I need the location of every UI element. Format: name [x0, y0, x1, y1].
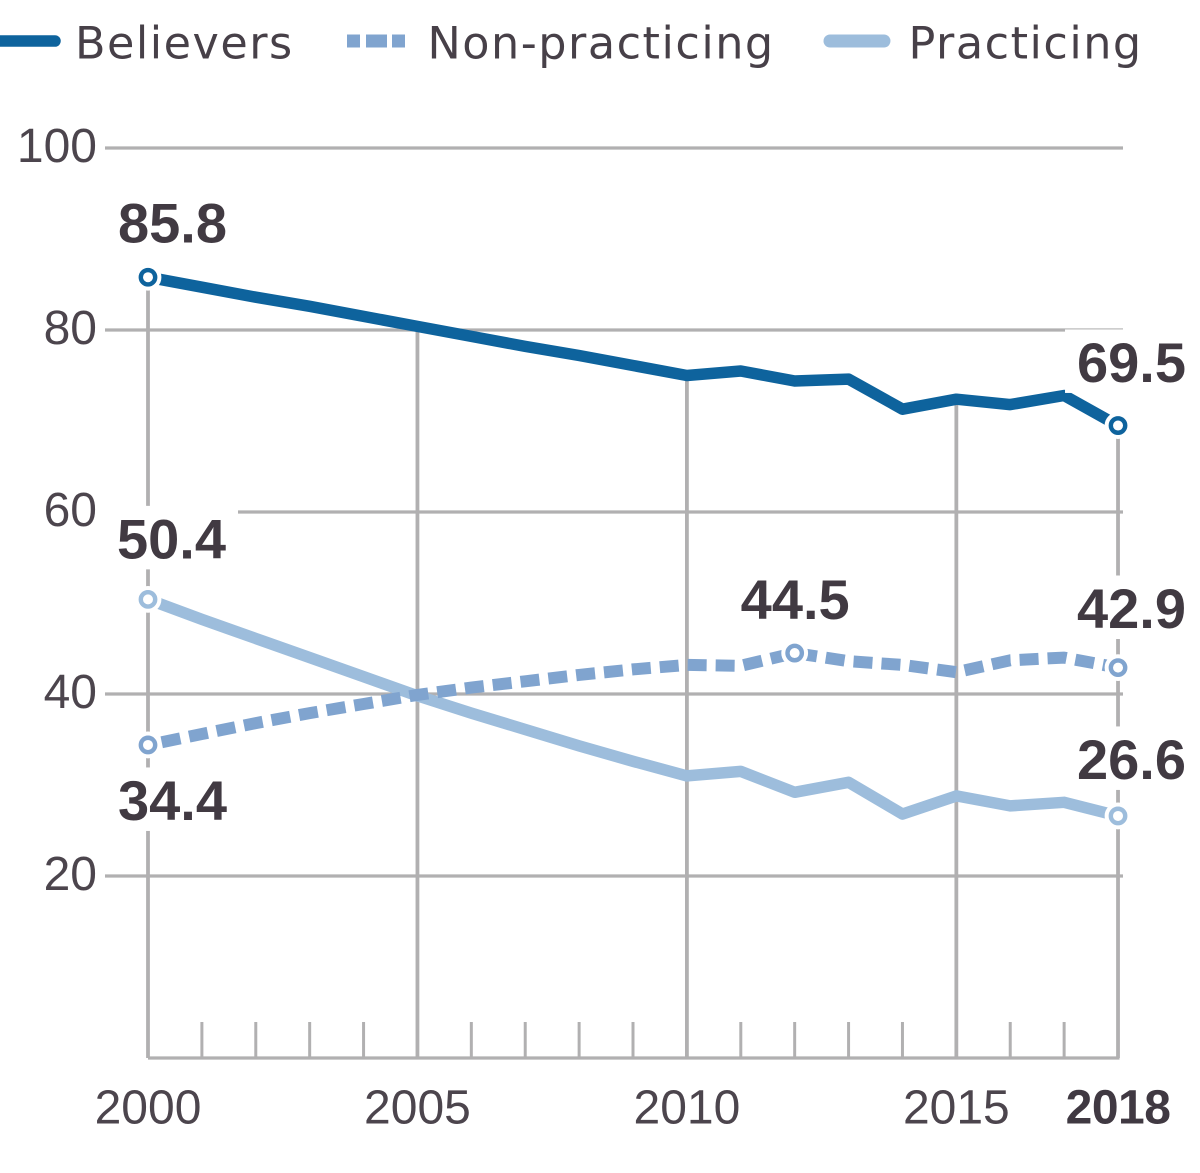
- legend-label-non-practicing: Non-practicing: [428, 19, 775, 70]
- marker-non-practicing-2012: [785, 643, 805, 663]
- x-tick-label-2010: 2010: [634, 1082, 741, 1135]
- series-line-practicing: [145, 594, 1120, 822]
- value-label-mask-non-practicing-2000: [106, 767, 239, 831]
- value-label-mask-practicing-2018: [1065, 726, 1199, 790]
- marker-non-practicing-2000: [138, 735, 158, 755]
- value-label-mask-believers-2000: [106, 190, 239, 254]
- marker-practicing-2018: [1108, 806, 1128, 826]
- marker-believers-2000: [138, 267, 158, 287]
- value-label-mask-non-practicing-2012: [728, 566, 862, 631]
- y-tick-label-80: 80: [44, 302, 97, 355]
- value-label-believers-2000: 85.8: [118, 192, 227, 255]
- value-label-non-practicing-2012: 44.5: [741, 568, 850, 631]
- x-tick-label-2000: 2000: [95, 1082, 202, 1135]
- y-tick-label-20: 20: [44, 848, 97, 901]
- value-label-practicing-2000: 50.4: [117, 507, 226, 570]
- marker-believers-2018: [1108, 416, 1128, 435]
- x-tick-label-2015: 2015: [903, 1082, 1010, 1135]
- value-label-non-practicing-2000: 34.4: [118, 769, 227, 832]
- legend-label-believers: Believers: [75, 19, 294, 70]
- value-label-mask-non-practicing-2018: [1065, 575, 1199, 640]
- marker-practicing-2000: [138, 589, 158, 609]
- series-line-believers: [146, 271, 1121, 431]
- value-label-non-practicing-2018: 42.9: [1077, 577, 1186, 640]
- marker-non-practicing-2018: [1108, 658, 1128, 678]
- y-tick-label-100: 100: [17, 120, 97, 173]
- legend-label-practicing: Practicing: [909, 19, 1143, 70]
- x-tick-label-2018: 2018: [1066, 1082, 1171, 1135]
- value-label-mask-believers-2018: [1065, 329, 1199, 393]
- value-label-practicing-2018: 26.6: [1077, 728, 1186, 791]
- y-tick-label-40: 40: [44, 666, 97, 719]
- value-label-mask-practicing-2000: [105, 505, 238, 570]
- x-tick-label-2005: 2005: [364, 1082, 471, 1135]
- series-line-non-practicing: [146, 647, 1120, 751]
- y-tick-label-60: 60: [44, 484, 97, 537]
- value-label-believers-2018: 69.5: [1077, 331, 1186, 394]
